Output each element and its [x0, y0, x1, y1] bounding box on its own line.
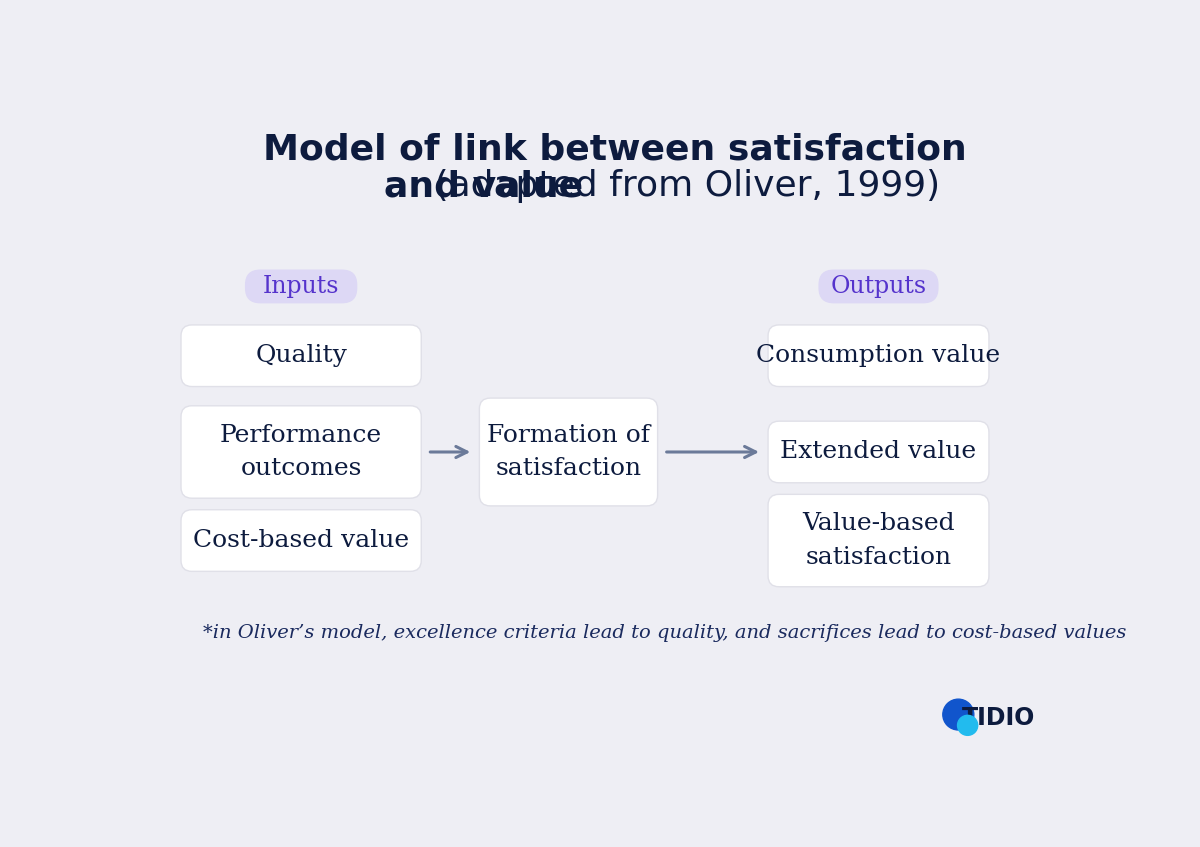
Text: (adapted from Oliver, 1999): (adapted from Oliver, 1999): [424, 169, 941, 203]
FancyBboxPatch shape: [479, 398, 658, 506]
FancyBboxPatch shape: [181, 325, 421, 386]
Text: Extended value: Extended value: [780, 440, 977, 463]
FancyBboxPatch shape: [768, 421, 989, 483]
Text: Formation of
satisfaction: Formation of satisfaction: [487, 424, 650, 480]
FancyBboxPatch shape: [181, 510, 421, 572]
Text: and value: and value: [384, 169, 583, 203]
Text: Consumption value: Consumption value: [756, 344, 1001, 368]
Text: TIDIO: TIDIO: [962, 706, 1036, 729]
Text: *in Oliver’s model, excellence criteria lead to quality, and sacrifices lead to : *in Oliver’s model, excellence criteria …: [203, 624, 1126, 642]
Text: Inputs: Inputs: [263, 275, 340, 298]
Text: Outputs: Outputs: [830, 275, 926, 298]
Text: Value-based
satisfaction: Value-based satisfaction: [802, 512, 955, 569]
Text: and value: and value: [150, 85, 349, 119]
FancyBboxPatch shape: [768, 495, 989, 587]
FancyBboxPatch shape: [181, 406, 421, 498]
Text: Cost-based value: Cost-based value: [193, 529, 409, 552]
FancyBboxPatch shape: [768, 325, 989, 386]
Circle shape: [943, 699, 974, 730]
Text: Quality: Quality: [256, 344, 347, 368]
Text: Performance
outcomes: Performance outcomes: [220, 424, 382, 480]
FancyBboxPatch shape: [245, 269, 358, 303]
Circle shape: [958, 716, 978, 735]
Text: Model of link between satisfaction: Model of link between satisfaction: [263, 132, 967, 166]
FancyBboxPatch shape: [818, 269, 938, 303]
